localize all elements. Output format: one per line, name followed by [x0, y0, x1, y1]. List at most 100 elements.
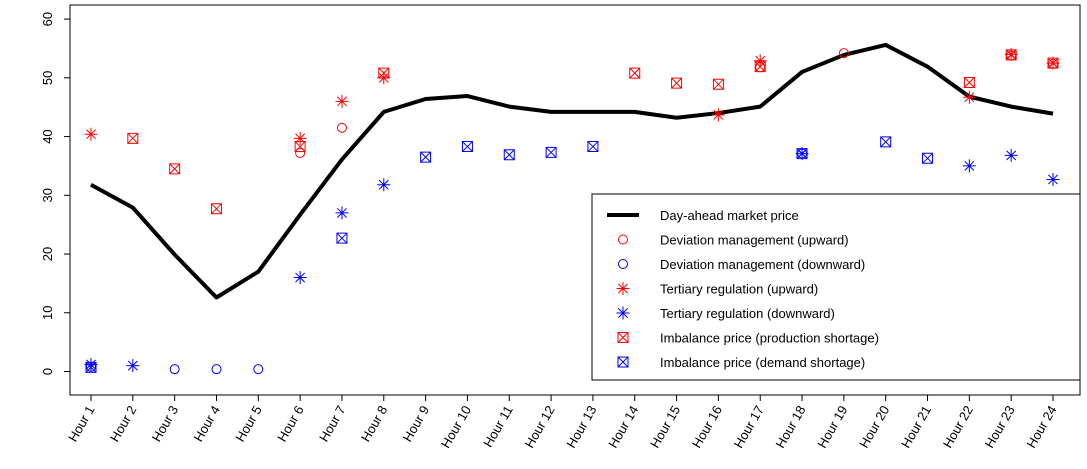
point [85, 361, 97, 373]
point [293, 271, 307, 285]
legend-key-shape [616, 306, 630, 320]
point-shape [378, 67, 390, 79]
point [169, 364, 180, 375]
point [377, 178, 391, 192]
x-tick-label: Hour 24 [1023, 403, 1059, 451]
point-shape [126, 359, 140, 373]
x-tick-label: Hour 5 [232, 403, 265, 444]
x-tick-label: Hour 15 [647, 403, 683, 451]
x-tick-label: Hour 13 [563, 403, 599, 451]
point [838, 48, 849, 59]
y-tick-label: 40 [40, 129, 55, 143]
x-tick-label: Hour 3 [149, 403, 182, 444]
point-shape [84, 357, 98, 371]
point-shape [503, 149, 515, 161]
x-tick-label: Hour 14 [605, 403, 641, 451]
point [336, 122, 347, 133]
x-tick-label: Hour 6 [274, 403, 307, 444]
x-tick-label: Hour 11 [480, 403, 516, 450]
point-shape [712, 78, 724, 90]
legend-label: Deviation management (downward) [660, 257, 865, 272]
point-shape [962, 159, 976, 173]
point-shape [293, 131, 307, 145]
point [671, 77, 683, 89]
x-tick-label: Hour 12 [522, 403, 558, 451]
point [84, 127, 98, 141]
legend-key [618, 234, 628, 245]
point [754, 61, 766, 73]
legend-key-shape [617, 332, 629, 343]
point [211, 364, 222, 375]
legend-key [616, 282, 630, 295]
point [1046, 172, 1060, 186]
point-shape [922, 152, 934, 164]
point-shape [587, 141, 599, 153]
legend-key [616, 306, 630, 320]
x-tick-label: Hour 17 [731, 403, 767, 451]
point-shape [838, 48, 849, 59]
x-tick-label: Hour 8 [358, 403, 391, 444]
point-shape [880, 136, 892, 148]
legend-box [591, 193, 1081, 381]
point-shape [253, 364, 264, 375]
point-shape [84, 127, 98, 141]
legend-label: Imbalance price (demand shortage) [660, 355, 865, 370]
point-shape [211, 364, 222, 375]
point-shape [461, 141, 473, 153]
point-shape [169, 364, 180, 375]
point-shape [127, 132, 139, 144]
point-shape [1046, 172, 1060, 186]
point [880, 136, 892, 148]
x-tick-label: Hour 20 [856, 403, 892, 451]
point-shape [754, 61, 766, 73]
y-tick-label: 50 [40, 71, 55, 85]
point-shape [1004, 148, 1018, 162]
x-tick-label: Hour 7 [316, 403, 349, 444]
point [293, 131, 307, 145]
x-tick-label: Hour 18 [773, 403, 809, 451]
x-tick-label: Hour 19 [814, 403, 850, 451]
point [335, 94, 349, 108]
y-tick-label: 0 [40, 368, 55, 375]
point-shape [335, 206, 349, 220]
point-shape [420, 151, 432, 163]
legend-key-shape [618, 234, 628, 245]
point [335, 206, 349, 220]
point [126, 359, 140, 373]
point [336, 232, 348, 244]
point [629, 67, 641, 79]
legend-label: Imbalance price (production shortage) [660, 331, 879, 346]
point-shape [711, 108, 725, 122]
point [1004, 148, 1018, 162]
point [84, 357, 98, 371]
legend-label: Tertiary regulation (downward) [660, 306, 835, 321]
point-shape [1005, 49, 1017, 61]
point [753, 54, 767, 68]
point-shape [336, 232, 348, 244]
point-shape [377, 178, 391, 192]
legend-label: Deviation management (upward) [660, 233, 849, 248]
point [127, 132, 139, 144]
point [169, 163, 181, 175]
point [461, 141, 473, 153]
point-shape [336, 122, 347, 133]
point [796, 148, 808, 160]
point [587, 141, 599, 153]
point-shape [169, 163, 181, 175]
point-shape [545, 146, 557, 158]
point [210, 203, 222, 215]
legend-label: Day-ahead market price [660, 208, 799, 223]
x-tick-label: Hour 2 [107, 403, 140, 444]
x-tick-label: Hour 9 [400, 403, 433, 444]
point [295, 148, 306, 159]
legend-label: Tertiary regulation (upward) [660, 282, 818, 297]
point-shape [753, 54, 767, 68]
point-shape [85, 361, 97, 373]
point-shape [629, 67, 641, 79]
point [962, 159, 976, 173]
point-shape [335, 94, 349, 108]
legend-key-shape [618, 259, 628, 269]
x-tick-label: Hour 22 [940, 403, 976, 451]
point-shape [1047, 57, 1059, 69]
y-tick-label: 20 [40, 247, 55, 261]
